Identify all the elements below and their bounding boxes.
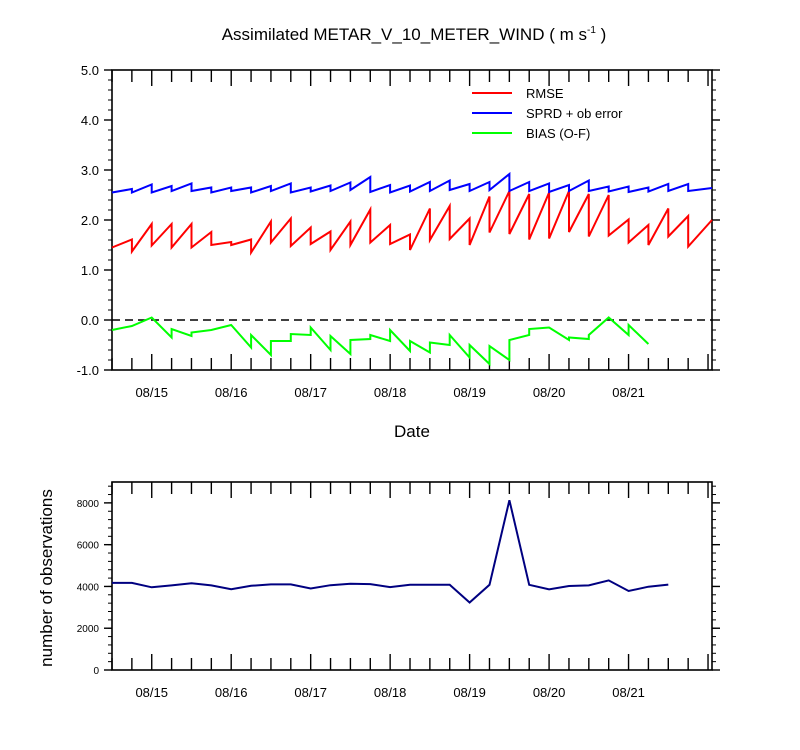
legend: RMSE SPRD + ob error BIAS (O-F) (472, 86, 623, 141)
legend-label: BIAS (O-F) (526, 126, 590, 141)
x-tick-label: 08/17 (294, 685, 327, 700)
y-tick-label: 1.0 (81, 263, 99, 278)
chart-title: Assimilated METAR_V_10_METER_WIND ( m s-… (222, 25, 607, 44)
y-tick-label: 0 (93, 666, 99, 677)
legend-label: RMSE (526, 86, 564, 101)
series-line-2 (111, 316, 650, 367)
x-tick-label: 08/19 (453, 385, 486, 400)
x-tick-label: 08/19 (453, 685, 486, 700)
chart-title-superscript: -1 (587, 25, 596, 36)
y-tick-label: 5.0 (81, 63, 99, 78)
x-tick-label: 08/21 (612, 685, 645, 700)
x-tick-label: 08/16 (215, 685, 248, 700)
y-tick-label: 4000 (77, 582, 100, 593)
y-tick-label: 8000 (77, 499, 100, 510)
y-tick-label: 2.0 (81, 213, 99, 228)
y-tick-label: 6000 (77, 541, 100, 552)
bottom-chart: 08/15 08/16 08/17 08/18 08/19 08/20 08/21 0 2000… (37, 481, 720, 700)
bottom-series-layer (112, 499, 669, 604)
x-tick-label: 08/18 (374, 685, 407, 700)
series-line-0 (111, 190, 713, 256)
top-axes: 08/15 08/16 08/17 08/18 08/19 08/20 08/21 -1.0 0… (77, 63, 720, 400)
y-tick-label: -1.0 (77, 363, 99, 378)
x-axis-title: Date (394, 422, 430, 441)
series-line-1 (111, 171, 713, 194)
y-tick-label: 3.0 (81, 163, 99, 178)
x-tick-label: 08/20 (533, 685, 566, 700)
y-axis-title-observations: number of observations (37, 489, 56, 667)
x-tick-label: 08/21 (612, 385, 645, 400)
plot-frame (111, 481, 713, 671)
x-tick-label: 08/20 (533, 385, 566, 400)
y-tick-label: 4.0 (81, 113, 99, 128)
bottom-axes: 08/15 08/16 08/17 08/18 08/19 08/20 08/21 0 2000… (77, 481, 720, 700)
x-tick-label: 08/18 (374, 385, 407, 400)
top-series-layer (111, 171, 713, 367)
y-tick-label: 0.0 (81, 313, 99, 328)
legend-label: SPRD + ob error (526, 106, 623, 121)
x-tick-label: 08/16 (215, 385, 248, 400)
y-tick-label: 2000 (77, 624, 100, 635)
chart-title-end: ) (596, 25, 606, 44)
series-line-0 (112, 499, 669, 604)
x-tick-label: 08/15 (135, 685, 168, 700)
x-tick-label: 08/15 (135, 385, 168, 400)
x-tick-label: 08/17 (294, 385, 327, 400)
top-chart: Assimilated METAR_V_10_METER_WIND ( m s-… (77, 25, 720, 441)
